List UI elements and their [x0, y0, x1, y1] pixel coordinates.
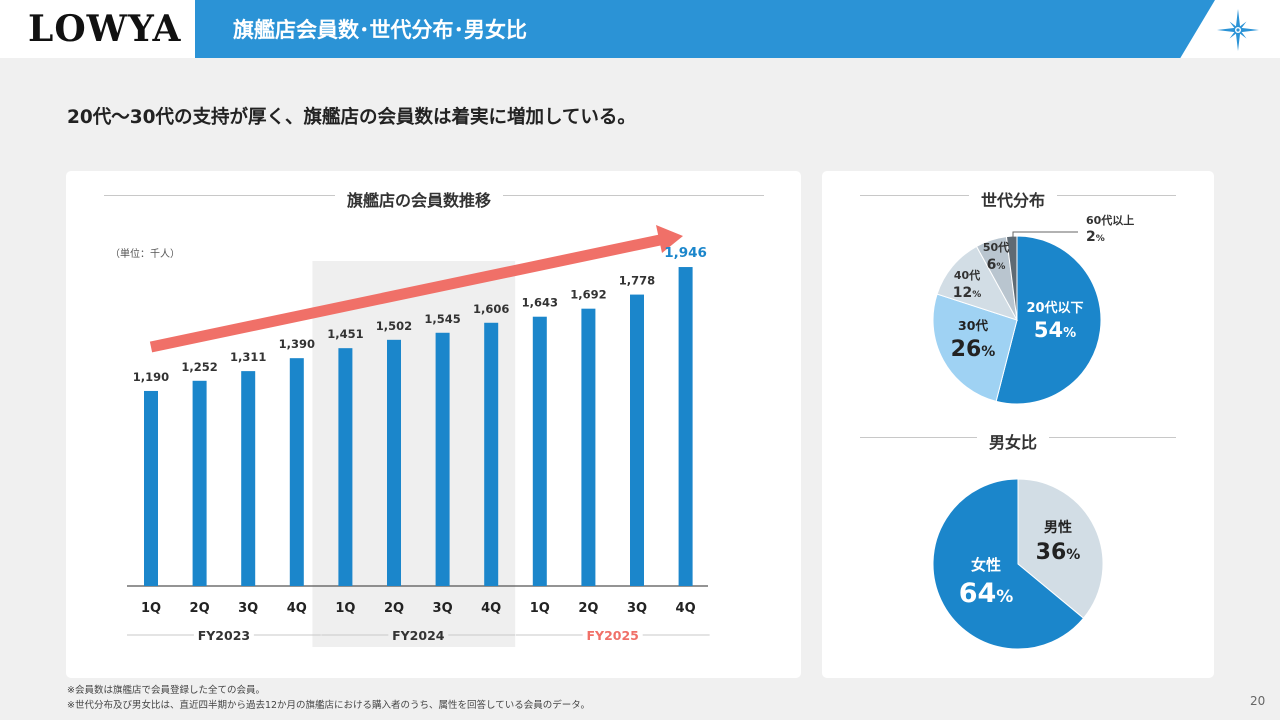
distribution-panel: [822, 171, 1214, 678]
unit-label: （単位：千人）: [110, 249, 180, 260]
logo: LOWYA: [28, 8, 182, 50]
footnote: ※世代分布及び男女比は、直近四半期から過去12か月の旗艦店における購入者のうち、…: [67, 700, 590, 711]
header-bar: [195, 0, 1215, 58]
lead-message: 20代～30代の支持が厚く、旗艦店の会員数は着実に増加している。: [67, 107, 636, 128]
compass-star-icon: [1217, 9, 1259, 51]
gender-chart-title: 男女比: [977, 429, 1050, 453]
member-chart-title: 旗艦店の会員数推移: [335, 187, 504, 211]
page-number: 20: [1250, 694, 1266, 708]
footnotes: ※会員数は旗艦店で会員登録した全ての会員。 ※世代分布及び男女比は、直近四半期か…: [67, 683, 590, 713]
page-title: 旗艦店会員数･世代分布･男女比: [233, 18, 527, 42]
footnote: ※会員数は旗艦店で会員登録した全ての会員。: [67, 685, 265, 696]
generation-chart-title: 世代分布: [969, 187, 1058, 211]
